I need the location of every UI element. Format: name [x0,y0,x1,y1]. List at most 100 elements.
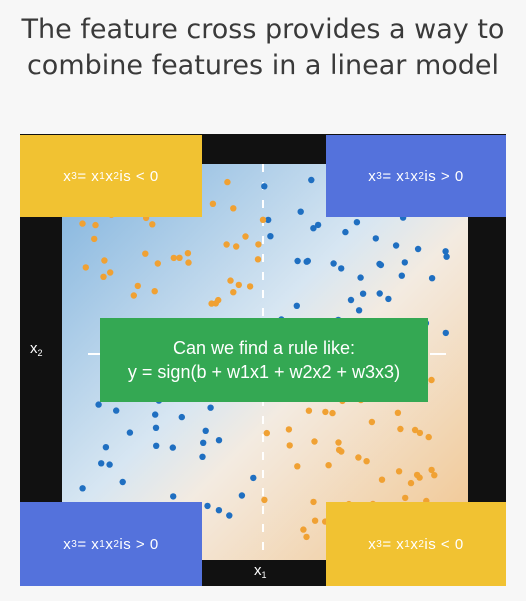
blue-point [442,329,449,337]
blue-point [376,290,383,297]
orange-point [184,250,192,257]
orange-point [311,438,318,445]
orange-point [230,289,237,296]
blue-point [310,225,317,232]
orange-point [79,220,86,227]
blue-point [398,272,405,279]
blue-point [401,259,408,266]
orange-point [378,476,386,483]
blue-point [414,245,422,253]
blue-point [169,444,176,451]
orange-point [263,429,270,437]
blue-point [308,176,315,184]
blue-point [215,507,223,514]
orange-point [305,407,313,414]
blue-point [372,235,379,242]
orange-point [101,257,108,264]
blue-point [330,260,337,267]
orange-point [209,200,217,207]
blue-point [294,257,301,265]
orange-point [149,221,156,228]
blue-point [342,228,349,236]
orange-point [325,462,332,469]
blue-point [376,260,383,268]
blue-point [238,492,246,499]
blue-point [357,274,364,281]
blue-point [126,429,134,436]
orange-point [311,517,319,524]
orange-point [285,426,293,433]
blue-point [443,253,450,260]
orange-point [176,254,183,261]
blue-point [152,424,160,431]
blue-point [178,413,185,421]
orange-point [170,254,177,262]
blue-point [250,474,257,482]
blue-point [442,248,449,255]
orange-point [394,409,402,416]
orange-point [395,468,403,475]
orange-point [425,433,432,441]
orange-point [294,463,301,470]
blue-point [95,401,102,408]
blue-point [113,407,120,414]
blue-point [199,453,206,460]
x1-axis-label: x1 [254,562,267,580]
orange-point [335,439,342,446]
orange-point [413,471,421,479]
blue-point [293,302,300,309]
slide-title: The feature cross provides a way to comb… [0,12,526,84]
orange-point [224,178,231,186]
blue-point [152,411,159,418]
blue-point [98,460,105,467]
blue-point [79,485,86,492]
orange-point [407,479,415,487]
blue-point [347,296,355,304]
orange-point [134,282,141,290]
orange-point [151,288,158,295]
blue-point [226,512,233,519]
blue-point [314,221,322,229]
blue-point [385,295,392,303]
blue-point [355,307,363,314]
blue-point [106,461,113,468]
title-line-1: The feature cross provides a way to [21,14,505,45]
blue-point [261,183,268,190]
orange-point [130,292,137,299]
orange-point [154,260,161,267]
blue-point [353,219,361,226]
orange-point [363,458,370,465]
orange-point [310,498,317,506]
orange-point [185,259,192,266]
orange-point [242,233,249,240]
x2-axis-label: x2 [30,340,43,358]
orange-point [261,496,268,504]
orange-point [91,235,98,243]
orange-point [142,250,149,257]
orange-point [230,205,237,212]
orange-point [254,256,262,263]
orange-point [235,281,242,289]
title-line-2: combine features in a linear model [26,50,500,81]
blue-point [119,478,126,486]
blue-point [265,216,272,224]
blue-point [359,290,367,297]
orange-point [322,408,329,416]
orange-point [227,277,234,284]
orange-point [416,429,424,437]
blue-point [338,265,345,272]
orange-point [368,418,376,426]
orange-point [300,526,307,533]
orange-point [329,409,336,417]
blue-point [200,439,207,446]
blue-point [153,442,160,449]
orange-point [100,273,107,280]
orange-point [246,283,254,290]
orange-point [428,376,435,384]
orange-point [259,216,267,223]
orange-point [208,300,215,307]
orange-point [402,494,409,502]
